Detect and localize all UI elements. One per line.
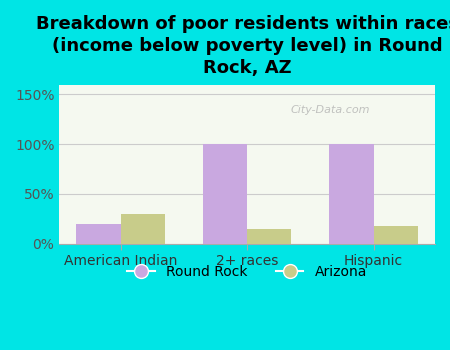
Bar bbox=[329, 144, 373, 244]
Legend: Round Rock, Arizona: Round Rock, Arizona bbox=[122, 259, 373, 284]
Bar bbox=[76, 224, 121, 244]
Bar bbox=[374, 226, 418, 244]
Bar bbox=[203, 144, 247, 244]
Text: City-Data.com: City-Data.com bbox=[290, 105, 369, 115]
Bar bbox=[121, 214, 165, 244]
Bar bbox=[247, 229, 292, 244]
Title: Breakdown of poor residents within races
(income below poverty level) in Round
R: Breakdown of poor residents within races… bbox=[36, 15, 450, 77]
